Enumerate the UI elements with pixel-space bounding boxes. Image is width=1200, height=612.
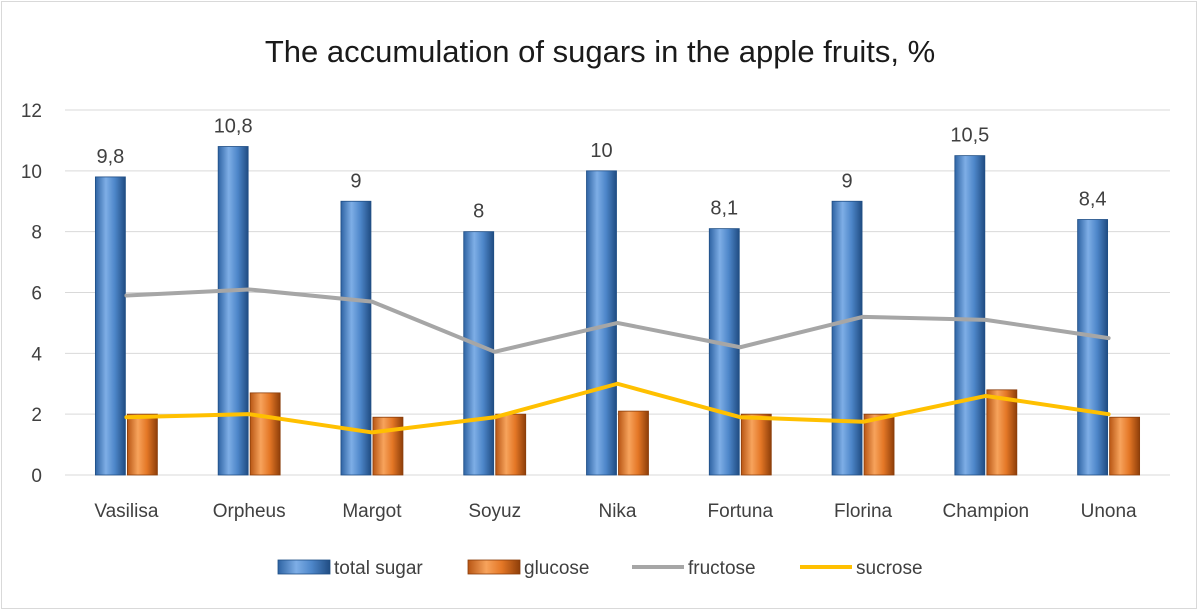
bar-total-sugar — [1077, 219, 1109, 476]
data-label-total-sugar: 9 — [350, 170, 361, 192]
y-tick-label: 4 — [31, 344, 42, 365]
bar-total-sugar — [954, 155, 986, 476]
legend-label-fructose: fructose — [688, 558, 756, 579]
x-category-label: Margot — [342, 501, 402, 522]
bar-total-sugar — [831, 200, 863, 476]
legend: total sugar glucose fructose sucrose — [277, 558, 923, 579]
chart-title: The accumulation of sugars in the apple … — [265, 34, 935, 69]
bar-total-sugar — [217, 146, 249, 476]
data-label-total-sugar: 8,4 — [1079, 189, 1107, 211]
x-category-label: Fortuna — [708, 501, 774, 522]
x-category-label: Orpheus — [213, 501, 286, 522]
bar-glucose — [126, 413, 158, 476]
bars — [94, 146, 1141, 476]
y-tick-label: 6 — [31, 284, 42, 305]
x-category-label: Champion — [943, 501, 1030, 522]
x-category-label: Florina — [834, 501, 893, 522]
x-category-label: Vasilisa — [94, 501, 158, 522]
legend-swatch-total-sugar — [277, 559, 331, 575]
y-tick-label: 8 — [31, 223, 42, 244]
data-label-total-sugar: 10 — [590, 140, 612, 162]
legend-label-sucrose: sucrose — [856, 558, 923, 579]
data-label-total-sugar: 10,8 — [214, 116, 253, 138]
legend-swatch-glucose — [467, 559, 521, 575]
y-tick-label: 12 — [21, 101, 42, 122]
data-label-total-sugar: 9,8 — [96, 146, 124, 168]
y-tick-label: 0 — [31, 466, 42, 487]
x-category-label: Unona — [1081, 501, 1137, 522]
y-tick-label: 2 — [31, 405, 42, 426]
bar-glucose — [618, 410, 649, 476]
data-label-total-sugar: 8 — [473, 201, 484, 223]
bar-glucose — [863, 413, 895, 476]
data-label-total-sugar: 8,1 — [710, 198, 738, 220]
bar-glucose — [740, 413, 772, 476]
line-fructose — [124, 287, 1111, 354]
bar-total-sugar — [94, 176, 126, 476]
data-label-total-sugar: 10,5 — [950, 125, 989, 147]
legend-label-total-sugar: total sugar — [334, 558, 423, 579]
bar-glucose — [1109, 416, 1141, 476]
line-sucrose — [124, 381, 1111, 435]
legend-label-glucose: glucose — [524, 558, 590, 579]
bar-total-sugar — [463, 231, 495, 476]
y-tick-label: 10 — [21, 162, 42, 183]
bar-glucose — [495, 413, 527, 476]
data-label-total-sugar: 9 — [841, 170, 852, 192]
x-category-label: Nika — [598, 501, 636, 522]
data-labels: 9,8 10,8 9 8 10 8,1 9 10,5 8,4 — [96, 116, 1106, 223]
bar-glucose — [372, 416, 404, 476]
lines — [124, 287, 1111, 435]
y-axis-ticks: 0 2 4 6 8 10 12 — [21, 101, 43, 487]
x-axis-categories: Vasilisa Orpheus Margot Soyuz Nika Fortuna Flo… — [94, 501, 1137, 522]
bar-glucose — [249, 392, 281, 476]
bar-total-sugar — [340, 200, 372, 476]
x-category-label: Soyuz — [468, 501, 521, 522]
bar-glucose — [986, 389, 1018, 476]
bar-total-sugar — [708, 228, 740, 476]
